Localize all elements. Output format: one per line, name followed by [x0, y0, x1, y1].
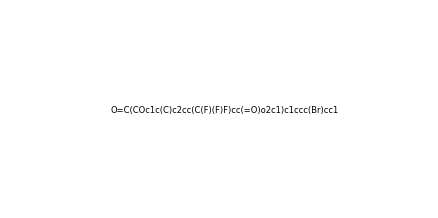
- Text: O=C(COc1c(C)c2cc(C(F)(F)F)cc(=O)o2c1)c1ccc(Br)cc1: O=C(COc1c(C)c2cc(C(F)(F)F)cc(=O)o2c1)c1c…: [110, 106, 339, 115]
